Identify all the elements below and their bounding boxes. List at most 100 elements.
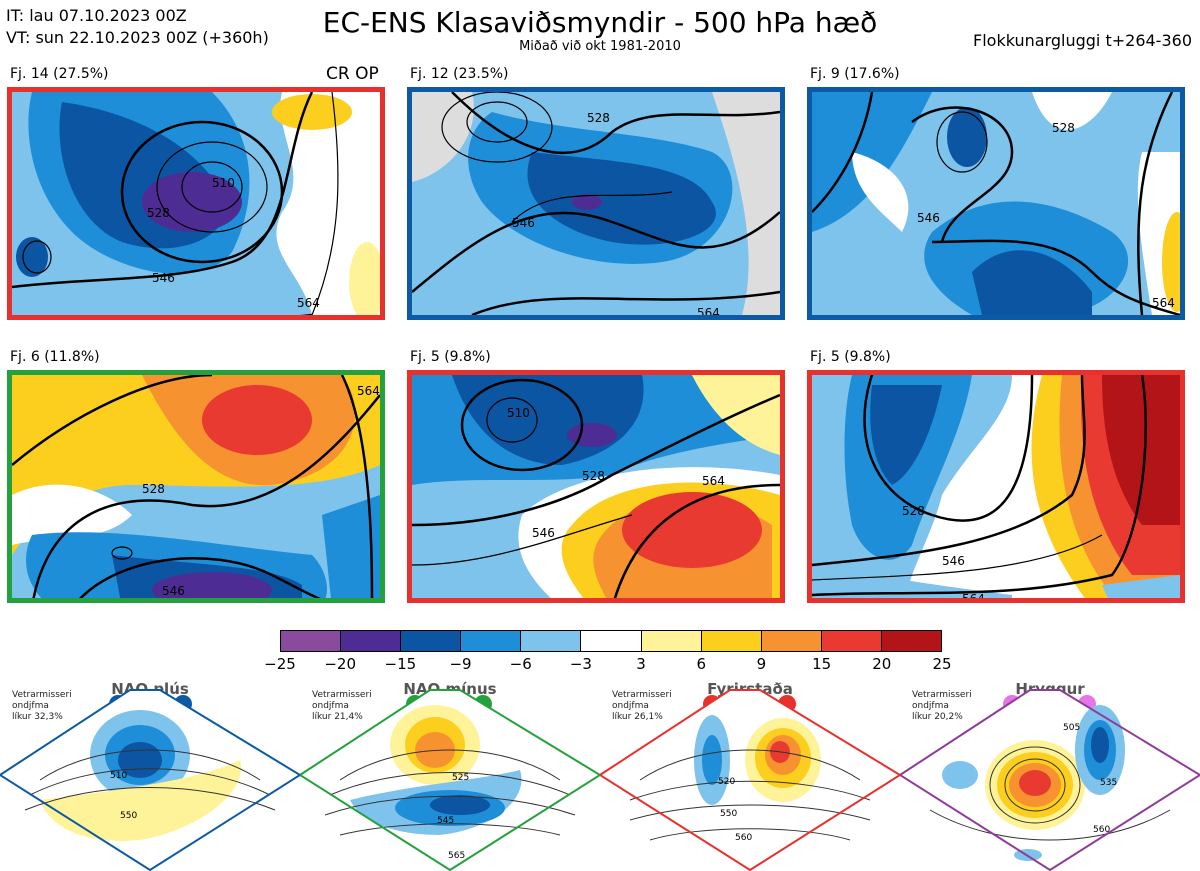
panel-label: Fj. 14 (27.5%) <box>10 66 109 82</box>
contour-label: 546 <box>152 271 175 285</box>
colorbar-tick-label: 20 <box>872 655 892 673</box>
regime-info-line: Vetrarmisseri <box>912 690 972 700</box>
contour-label: 510 <box>507 406 530 420</box>
colorbar-tick-label: −3 <box>569 655 592 673</box>
colorbar-swatch <box>401 631 462 651</box>
regime-info: Vetrarmisseri ondjfma líkur 26,1% <box>612 690 672 723</box>
contour-label: 546 <box>162 584 185 598</box>
regime-nao-plus: NAO plús Vetrarmisseri ondjfma líkur 32,… <box>0 680 300 871</box>
colorbar-swatch <box>281 631 342 651</box>
panel-label: Fj. 9 (17.6%) <box>810 66 900 82</box>
contour-label: 560 <box>1093 825 1110 835</box>
panel-tag-crop: CR OP <box>326 64 379 84</box>
anomaly-map: 510 528 546 564 <box>412 375 780 598</box>
header-info: IT: lau 07.10.2023 00Z VT: sun 22.10.202… <box>6 5 269 49</box>
contour-label: 564 <box>962 592 985 603</box>
colorbar-tick-label: 3 <box>636 655 646 673</box>
regime-info-line: Vetrarmisseri <box>12 690 72 700</box>
contour-label: 564 <box>357 384 380 398</box>
colorbar-tick-label: −20 <box>324 655 356 673</box>
contour-label: 564 <box>297 296 320 310</box>
colorbar-tick-label: −15 <box>384 655 417 673</box>
contour-label: 546 <box>512 216 535 230</box>
anomaly-map: 528 546 564 <box>12 375 380 598</box>
contour-label: 510 <box>212 176 235 190</box>
regime-info-line: líkur 21,4% <box>312 712 363 722</box>
classification-window: Flokkunargluggi t+264-360 <box>973 31 1192 50</box>
colorbar-swatch <box>641 631 702 651</box>
colorbar-swatch <box>701 631 762 651</box>
contour-label: 560 <box>735 833 752 843</box>
contour-label: 546 <box>942 554 965 568</box>
regime-nao-minus: NAO mínus Vetrarmisseri ondjfma líkur 21… <box>300 680 600 871</box>
anomaly-map: 528 546 564 <box>412 92 780 315</box>
anomaly-map: 510 528 546 564 <box>12 92 380 315</box>
regime-info-line: Vetrarmisseri <box>312 690 372 700</box>
contour-label: 564 <box>1152 296 1175 310</box>
cluster-map-5: 510 528 546 564 <box>407 370 785 603</box>
cluster-map-3: 528 546 564 <box>807 87 1185 320</box>
contour-label: 528 <box>587 111 610 125</box>
regime-map: 505 535 560 <box>900 689 1200 871</box>
regime-map: 520 550 560 <box>600 689 900 871</box>
regime-info-line: ondjfma <box>12 701 49 711</box>
initial-time: IT: lau 07.10.2023 00Z <box>6 6 187 25</box>
contour-label: 525 <box>452 773 469 783</box>
page-title: EC-ENS Klasaviðsmyndir - 500 hPa hæð <box>322 6 878 39</box>
colorbar-tick-label: −25 <box>264 655 296 673</box>
colorbar-tick-label: −6 <box>509 655 532 673</box>
colorbar-tick-label: 15 <box>812 655 832 673</box>
regime-info-line: ondjfma <box>312 701 349 711</box>
contour-label: 510 <box>110 771 127 781</box>
contour-label: 528 <box>582 469 605 483</box>
colorbar-tick-label: 25 <box>932 655 952 673</box>
colorbar <box>280 630 942 652</box>
regime-ridge: Hryggur Vetrarmisseri ondjfma líkur 20,2… <box>900 680 1200 871</box>
regime-info-line: ondjfma <box>612 701 649 711</box>
contour-label: 528 <box>902 504 925 518</box>
regime-map: 510 550 <box>0 689 300 871</box>
contour-label: 564 <box>702 474 725 488</box>
colorbar-swatch <box>881 631 942 651</box>
cluster-map-1: 510 528 546 564 <box>7 87 385 320</box>
anomaly-map: 528 546 564 <box>812 92 1180 315</box>
contour-label: 545 <box>437 816 454 826</box>
colorbar-swatch <box>521 631 582 651</box>
contour-label: 505 <box>1063 723 1080 733</box>
cluster-map-4: 528 546 564 <box>7 370 385 603</box>
regime-info: Vetrarmisseri ondjfma líkur 32,3% <box>12 690 72 723</box>
cluster-map-2: 528 546 564 <box>407 87 785 320</box>
contour-label: 528 <box>147 206 170 220</box>
contour-label: 528 <box>142 482 165 496</box>
valid-time: VT: sun 22.10.2023 00Z (+360h) <box>6 28 269 47</box>
regime-blocking: Fyrirstaða Vetrarmisseri ondjfma líkur 2… <box>600 680 900 871</box>
cluster-map-6: 528 546 564 <box>807 370 1185 603</box>
contour-label: 546 <box>917 211 940 225</box>
anomaly-map: 528 546 564 <box>812 375 1180 603</box>
colorbar-swatch <box>461 631 522 651</box>
panel-label: Fj. 5 (9.8%) <box>810 349 891 365</box>
regime-info: Vetrarmisseri ondjfma líkur 20,2% <box>912 690 972 723</box>
colorbar-tick-label: 9 <box>756 655 767 673</box>
contour-label: 520 <box>718 777 735 787</box>
regime-info-line: ondjfma <box>912 701 949 711</box>
colorbar-tick-label: 6 <box>696 655 707 673</box>
panel-label: Fj. 5 (9.8%) <box>410 349 491 365</box>
contour-label: 546 <box>532 526 555 540</box>
contour-label: 550 <box>120 811 137 821</box>
colorbar-swatch <box>581 631 642 651</box>
contour-label: 550 <box>720 809 737 819</box>
colorbar-tick-label: −9 <box>449 655 472 673</box>
page-subtitle: Miðað við okt 1981-2010 <box>519 39 681 54</box>
regime-info-line: Vetrarmisseri <box>612 690 672 700</box>
contour-label: 528 <box>1052 121 1075 135</box>
colorbar-swatch <box>821 631 882 651</box>
regime-map: 525 545 565 <box>300 689 600 871</box>
regime-info-line: líkur 26,1% <box>612 712 663 722</box>
contour-label: 565 <box>448 851 465 861</box>
panel-label: Fj. 6 (11.8%) <box>10 349 100 365</box>
regime-info-line: líkur 20,2% <box>912 712 963 722</box>
panel-label: Fj. 12 (23.5%) <box>410 66 509 82</box>
colorbar-swatch <box>341 631 402 651</box>
contour-label: 535 <box>1100 778 1117 788</box>
